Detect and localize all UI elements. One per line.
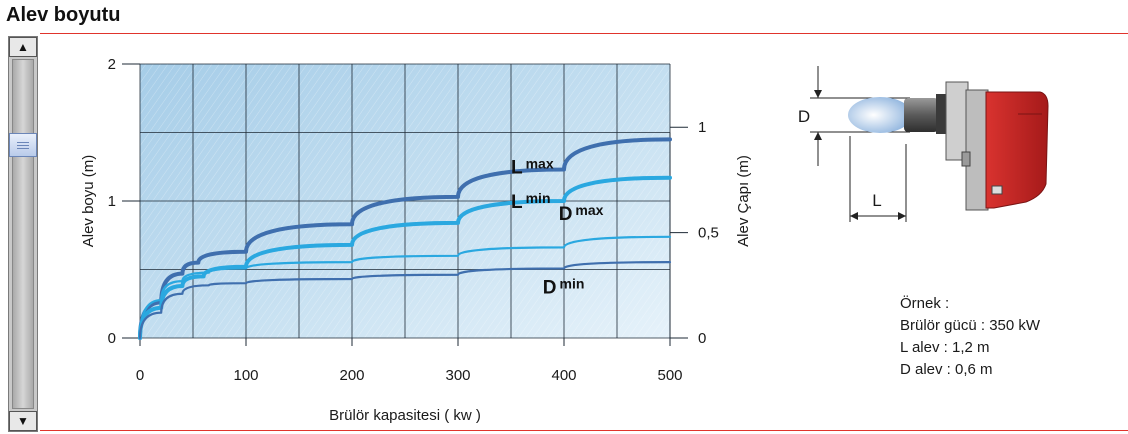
dimension-l: L <box>849 136 907 222</box>
triangle-up-icon: ▲ <box>17 40 29 54</box>
y2-tick-label: 1 <box>698 119 706 136</box>
y2-tick-label: 0,5 <box>698 225 719 242</box>
d-label: D <box>798 107 810 126</box>
burner-body-grey <box>965 89 989 211</box>
y-tick-label: 0 <box>108 330 116 347</box>
x-tick-label: 0 <box>136 367 144 384</box>
burner-diagram: D L <box>798 66 1049 222</box>
example-line-power: Brülör gücü : 350 kW <box>900 317 1041 334</box>
y2-axis-label: Alev Çapı (m) <box>735 155 752 247</box>
scroll-down-button[interactable]: ▼ <box>9 411 37 431</box>
x-axis-label: Brülör kapasitesi ( kw ) <box>329 407 481 424</box>
y-tick-label: 2 <box>108 56 116 73</box>
x-tick-label: 300 <box>445 367 470 384</box>
scroll-thumb[interactable] <box>9 133 37 157</box>
y-tick-label: 1 <box>108 193 116 210</box>
x-tick-label: 100 <box>233 367 258 384</box>
blast-tube <box>904 98 938 132</box>
x-tick-label: 200 <box>339 367 364 384</box>
example-line-diameter: D alev : 0,6 m <box>900 361 993 378</box>
y-axis-label: Alev boyu (m) <box>80 155 97 248</box>
scroll-track[interactable] <box>12 59 34 409</box>
example-heading: Örnek : <box>900 295 950 312</box>
burner-housing-red <box>985 91 1049 209</box>
dimension-d: D <box>798 66 910 166</box>
series-d-min <box>138 261 672 340</box>
x-tick-label: 400 <box>551 367 576 384</box>
series-l-min <box>138 175 672 340</box>
vertical-scrollbar[interactable]: ▲ ▼ <box>8 36 38 432</box>
x-tick-label: 500 <box>657 367 682 384</box>
example-box: Örnek : Brülör gücü : 350 kW L alev : 1,… <box>900 293 1040 381</box>
series-l-max <box>138 137 672 340</box>
flame-shape <box>848 97 912 133</box>
axes: 0 100 200 300 400 500 0 1 2 0 0,5 1 <box>108 56 719 384</box>
footer-divider <box>40 430 1128 431</box>
tube-collar <box>936 94 948 134</box>
header-divider <box>40 33 1128 34</box>
l-label: L <box>872 191 881 210</box>
triangle-down-icon: ▼ <box>17 414 29 428</box>
series-d-max <box>138 235 672 340</box>
series-group <box>138 137 672 340</box>
y2-tick-label: 0 <box>698 330 706 347</box>
scroll-up-button[interactable]: ▲ <box>9 37 37 57</box>
page-title: Alev boyutu <box>6 4 121 26</box>
example-line-length: L alev : 1,2 m <box>900 339 990 356</box>
mounting-flange <box>945 81 969 161</box>
